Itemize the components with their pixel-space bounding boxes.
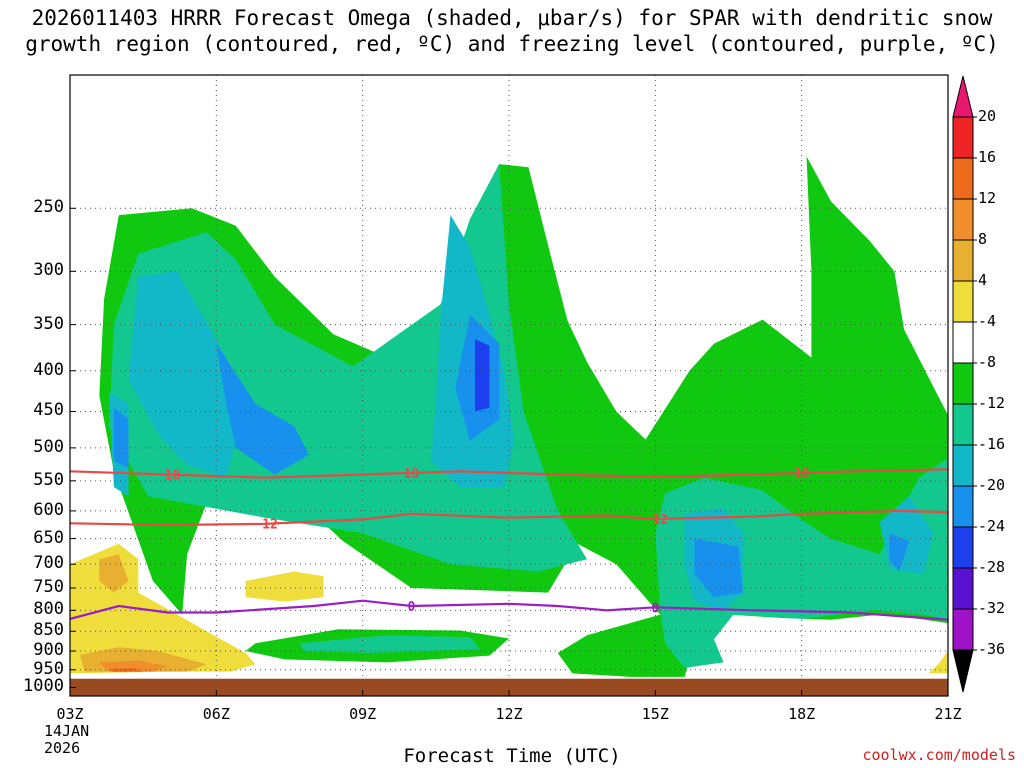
y-tick-label-600: 600 (33, 499, 64, 520)
contour-label-1-1: 12 (652, 513, 668, 528)
colorbar-box-4 (952, 280, 974, 323)
x-axis-title: Forecast Time (UTC) (403, 745, 621, 767)
colorbar-box-6 (952, 362, 974, 405)
y-tick-label-450: 450 (33, 400, 64, 421)
y-tick-label-300: 300 (33, 260, 64, 281)
colorbar-box-0 (952, 116, 974, 159)
colorbar-box-8 (952, 444, 974, 487)
y-tick-label-1000: 1000 (23, 676, 64, 697)
y-tick-label-950: 950 (33, 658, 64, 679)
contour-line-1 (70, 509, 948, 527)
colorbar-label-m8: -8 (978, 353, 997, 371)
colorbar-label-m4: -4 (978, 312, 997, 330)
y-tick-label-250: 250 (33, 197, 64, 218)
grid-lines (70, 75, 948, 696)
omega-region-4-1 (245, 571, 324, 602)
colorbar-label-4: 4 (978, 271, 988, 289)
x-tick-label-03Z: 03Z (56, 705, 84, 723)
chart-title-line2: growth region (contoured, red, ºC) and f… (25, 32, 999, 56)
colorbar-label-12: 12 (978, 189, 997, 207)
contour-label-0-0: 18 (165, 469, 181, 484)
y-tick-label-850: 850 (33, 620, 64, 641)
colorbar-label-m20: -20 (978, 476, 1006, 494)
contour-label-1-0: 12 (262, 518, 278, 533)
colorbar-box-10 (952, 526, 974, 569)
colorbar-bottom-triangle (952, 649, 974, 693)
colorbar-box-12 (952, 608, 974, 651)
axis-ticks (69, 207, 949, 696)
y-tick-label-700: 700 (33, 553, 64, 574)
omega-region-m16-3 (694, 538, 744, 598)
omega-region-4-2 (928, 651, 948, 674)
x-tick-label-06Z: 06Z (202, 705, 230, 723)
colorbar-label-m12: -12 (978, 394, 1006, 412)
contour-label-0-2: 18 (794, 467, 810, 482)
chart-title-line1: 2026011403 HRRR Forecast Omega (shaded, … (31, 6, 993, 30)
contour-line-2 (70, 599, 948, 621)
x-tick-label-12Z: 12Z (495, 705, 523, 723)
colorbar-box-1 (952, 157, 974, 200)
y-tick-label-550: 550 (33, 469, 64, 490)
colorbar-box-5 (952, 321, 974, 364)
omega-region-m20-0 (474, 339, 490, 412)
y-tick-label-650: 650 (33, 527, 64, 548)
credit-link[interactable]: coolwx.com/models (862, 746, 1016, 764)
contour-label-0-1: 18 (404, 467, 420, 482)
colorbar-box-2 (952, 198, 974, 241)
contour-label-2-1: 0 (651, 601, 659, 616)
colorbar-top-triangle (952, 75, 974, 118)
colorbar-label-m28: -28 (978, 558, 1006, 576)
colorbar-label-m24: -24 (978, 517, 1006, 535)
colorbar-label-m36: -36 (978, 640, 1006, 658)
omega-region-16-0 (109, 667, 144, 672)
colorbar-label-m32: -32 (978, 599, 1006, 617)
omega-region-m16-2 (113, 407, 129, 468)
x-tick-label-15Z: 15Z (641, 705, 669, 723)
colorbar-box-7 (952, 403, 974, 446)
colorbar-label-16: 16 (978, 148, 997, 166)
contour-line-0 (70, 468, 948, 479)
colorbar-label-m16: -16 (978, 435, 1006, 453)
x-tick-label-21Z: 21Z (934, 705, 962, 723)
colorbar-box-9 (952, 485, 974, 528)
colorbar-label-8: 8 (978, 230, 988, 248)
colorbar-box-3 (952, 239, 974, 282)
colorbar-label-20: 20 (978, 107, 997, 125)
y-tick-label-900: 900 (33, 640, 64, 661)
omega-region-m16-4 (889, 533, 909, 572)
x-tick-label-18Z: 18Z (788, 705, 816, 723)
omega-region-m8-2 (299, 635, 480, 653)
y-tick-label-400: 400 (33, 359, 64, 380)
y-tick-label-500: 500 (33, 436, 64, 457)
contour-lines: 18 18 18 12 12 0 0 (70, 467, 948, 621)
omega-region-m8-1 (655, 458, 948, 668)
x-axis-year: 2026 (44, 739, 81, 757)
x-axis-date: 14JAN (44, 722, 90, 740)
y-tick-label-800: 800 (33, 599, 64, 620)
omega-region-8-0 (99, 554, 129, 593)
omega-region-m12-0 (128, 271, 241, 478)
contour-label-2-0: 0 (408, 600, 416, 615)
colorbar (952, 75, 977, 693)
ground-terrain (70, 678, 948, 696)
omega-shading (70, 156, 948, 677)
colorbar-box-11 (952, 567, 974, 610)
x-tick-label-09Z: 09Z (349, 705, 377, 723)
omega-region-m16-0 (216, 343, 309, 475)
y-tick-label-750: 750 (33, 577, 64, 598)
y-tick-label-350: 350 (33, 313, 64, 334)
